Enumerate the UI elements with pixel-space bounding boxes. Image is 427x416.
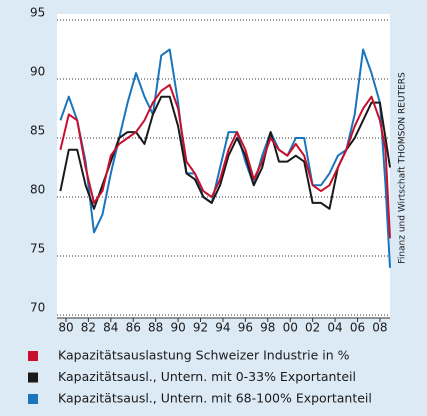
x-tick-label: 80 <box>58 321 73 335</box>
y-tick-label: 80 <box>30 183 45 197</box>
legend-label: Kapazitätsauslastung Schweizer Industrie… <box>58 348 350 363</box>
x-tick-label: 08 <box>372 321 387 335</box>
x-tick-label: 04 <box>327 321 342 335</box>
y-tick-label: 90 <box>30 65 45 79</box>
legend-label: Kapazitätsausl., Untern. mit 68-100% Exp… <box>58 391 372 406</box>
legend-swatch <box>28 351 38 361</box>
x-tick-label: 90 <box>170 321 185 335</box>
legend-swatch <box>28 394 38 404</box>
source: Finanz und Wirtschaft THOMSON REUTERS <box>398 72 408 264</box>
x-tick-label: 00 <box>283 321 298 335</box>
y-tick-label: 85 <box>30 124 45 138</box>
legend-label: Kapazitätsausl., Untern. mit 0-33% Expor… <box>58 369 356 384</box>
x-tick-label: 94 <box>215 321 230 335</box>
series-line <box>59 83 391 239</box>
x-tick-label: 02 <box>305 321 320 335</box>
x-tick-label: 82 <box>81 321 96 335</box>
y-tick-label: 75 <box>30 242 45 256</box>
x-tick-label: 06 <box>350 321 365 335</box>
x-tick-label: 84 <box>103 321 118 335</box>
x-tick-label: 96 <box>238 321 253 335</box>
legend-swatch <box>28 372 38 383</box>
x-tick-label: 88 <box>148 321 163 335</box>
x-tick-label: 86 <box>126 321 141 335</box>
y-tick-label: 95 <box>30 6 45 20</box>
x-tick-label: 92 <box>193 321 208 335</box>
x-tick-label: 98 <box>260 321 275 335</box>
y-tick-label: 70 <box>30 301 45 315</box>
series-line <box>59 48 391 268</box>
